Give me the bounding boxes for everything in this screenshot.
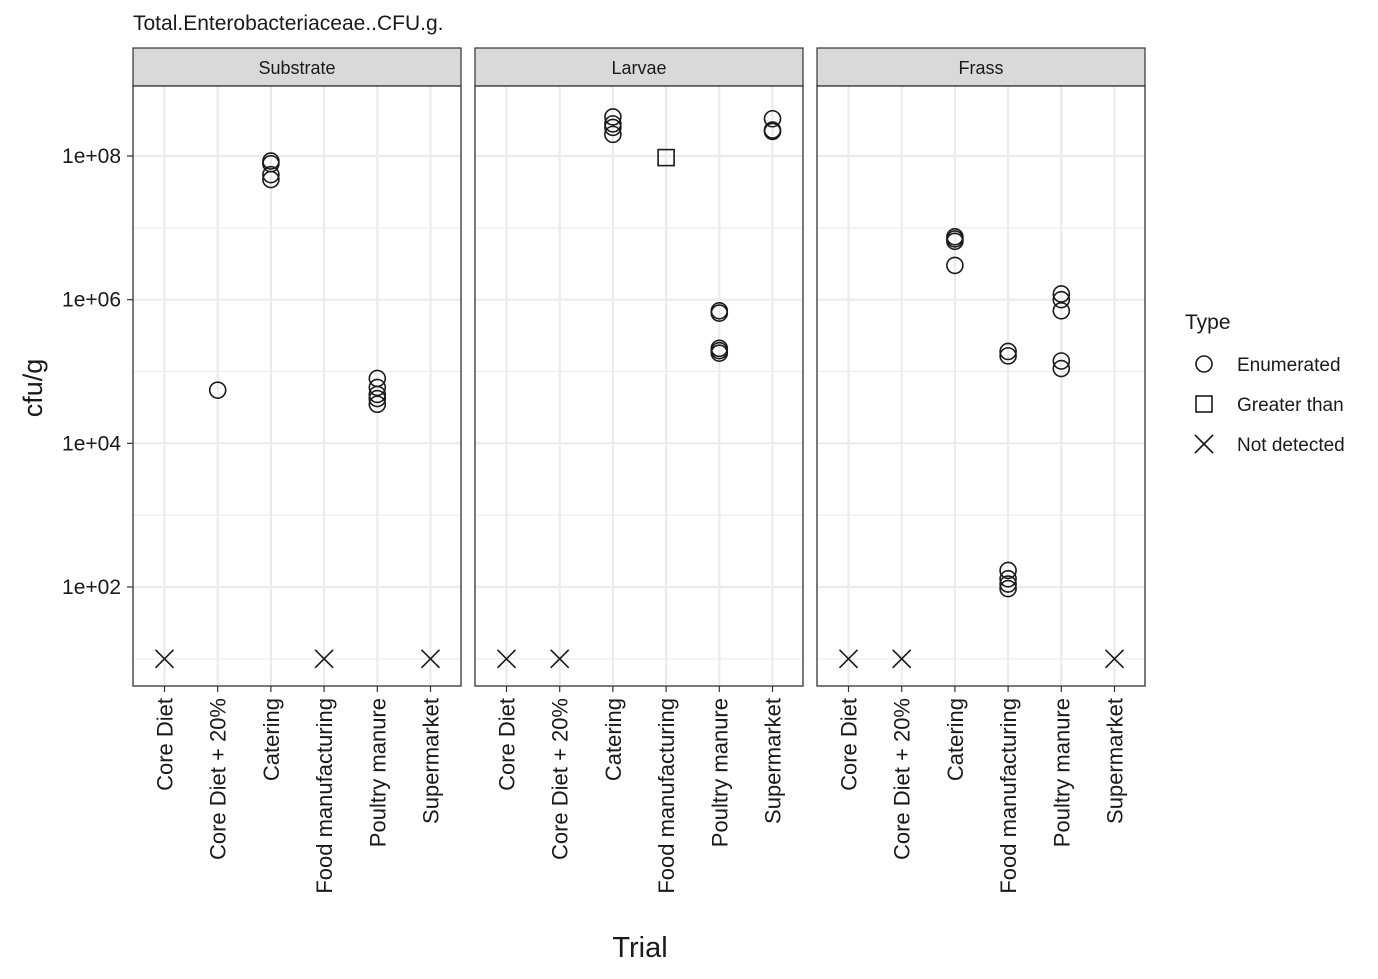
facet-strip-label: Substrate xyxy=(258,58,335,78)
point-enumerated xyxy=(262,170,280,189)
point-enumerated xyxy=(999,342,1017,361)
point-enumerated xyxy=(710,344,729,362)
x-tick-label: Poultry manure xyxy=(365,698,390,847)
point-enumerated xyxy=(999,579,1017,598)
panel-background xyxy=(817,86,1145,686)
point-enumerated xyxy=(368,395,387,414)
point-enumerated xyxy=(946,256,964,275)
point-enumerated xyxy=(763,122,782,141)
facet-panel-substrate: Substrate Core Diet Core Diet + 20% Caterin… xyxy=(132,47,462,894)
y-tick-label: 1e+08 xyxy=(62,145,121,168)
point-enumerated xyxy=(946,232,964,251)
point-not-detected xyxy=(154,649,175,669)
legend-label: Greater than xyxy=(1237,395,1344,416)
x-tick-label: Food manufacturing xyxy=(996,698,1021,894)
x-axis-title: Trial xyxy=(612,932,667,964)
point-enumerated xyxy=(710,304,729,322)
point-not-detected xyxy=(892,649,912,669)
x-tick-label: Core Diet + 20% xyxy=(206,698,231,860)
facet-strip xyxy=(474,47,804,87)
point-greater-than xyxy=(657,148,675,167)
point-not-detected xyxy=(420,649,441,669)
panel-background xyxy=(133,86,461,686)
point-enumerated xyxy=(763,109,782,128)
point-enumerated xyxy=(368,385,387,404)
point-enumerated xyxy=(999,575,1017,593)
x-tick-label: Supermarket xyxy=(1103,698,1128,824)
point-enumerated xyxy=(1052,301,1071,320)
x-tick-label: Core Diet xyxy=(495,698,520,791)
legend-title: Type xyxy=(1185,311,1231,334)
x-tick-label: Supermarket xyxy=(761,698,786,824)
x-tick-label: Catering xyxy=(601,698,626,781)
facet-strip-label: Frass xyxy=(959,58,1004,78)
y-tick-label: 1e+02 xyxy=(62,576,121,599)
legend-label: Not detected xyxy=(1237,435,1345,456)
point-enumerated xyxy=(368,378,387,397)
x-tick-label: Core Diet xyxy=(153,698,178,791)
facet-strip xyxy=(816,47,1146,87)
point-enumerated xyxy=(604,118,622,137)
point-enumerated xyxy=(368,389,387,408)
x-tick-label: Poultry manure xyxy=(1049,698,1074,847)
y-tick-label: 1e+04 xyxy=(62,432,121,455)
point-enumerated xyxy=(999,570,1017,588)
legend-label: Enumerated xyxy=(1237,355,1341,376)
x-tick-label: Catering xyxy=(259,698,284,781)
point-enumerated xyxy=(604,108,622,126)
point-not-detected xyxy=(838,649,859,669)
point-not-detected xyxy=(1104,649,1125,669)
point-enumerated xyxy=(1052,352,1071,370)
facet-panel-larvae: Larvae Core Diet Core Diet + 20% Catering Fo… xyxy=(474,47,804,894)
x-tick-label: Core Diet xyxy=(837,698,862,791)
legend-key-square xyxy=(1195,395,1213,413)
facet-panel-frass: Frass Core Diet Core Diet + 20% Catering Foo… xyxy=(816,47,1146,894)
legend-key-circle xyxy=(1195,355,1213,373)
point-enumerated xyxy=(999,561,1017,580)
panel-background xyxy=(475,86,803,686)
point-enumerated xyxy=(999,347,1017,365)
x-tick-label: Food manufacturing xyxy=(654,698,679,894)
x-tick-label: Catering xyxy=(943,698,968,781)
y-axis-title: cfu/g xyxy=(18,359,48,418)
point-enumerated xyxy=(604,125,622,144)
x-tick-label: Food manufacturing xyxy=(312,698,337,894)
point-not-detected xyxy=(314,649,334,669)
point-enumerated xyxy=(1052,285,1071,303)
point-not-detected xyxy=(550,649,570,669)
point-enumerated xyxy=(262,165,280,184)
facet-strip xyxy=(132,47,462,87)
x-tick-label: Core Diet + 20% xyxy=(548,698,573,860)
point-enumerated xyxy=(1052,359,1071,378)
x-tick-label: Poultry manure xyxy=(707,698,732,847)
chart-title: Total.Enterobacteriaceae..CFU.g. xyxy=(133,12,444,35)
point-enumerated xyxy=(1052,290,1071,309)
facets-layer: Substrate Core Diet Core Diet + 20% Caterin… xyxy=(132,47,1146,894)
point-not-detected xyxy=(496,649,517,669)
legend-key-cross xyxy=(1194,434,1214,454)
x-tick-label: Core Diet + 20% xyxy=(890,698,915,860)
legend: Type Enumerated Greater than Not detected xyxy=(1185,311,1345,456)
x-tick-label: Supermarket xyxy=(419,698,444,824)
panel-border xyxy=(474,85,804,687)
facet-strip-label: Larvae xyxy=(611,58,666,78)
point-enumerated xyxy=(208,381,227,399)
panel-border xyxy=(816,85,1146,687)
y-axis: 1e+02 1e+04 1e+06 1e+08 xyxy=(62,145,133,599)
panel-border xyxy=(132,85,462,687)
y-tick-label: 1e+06 xyxy=(62,289,121,312)
